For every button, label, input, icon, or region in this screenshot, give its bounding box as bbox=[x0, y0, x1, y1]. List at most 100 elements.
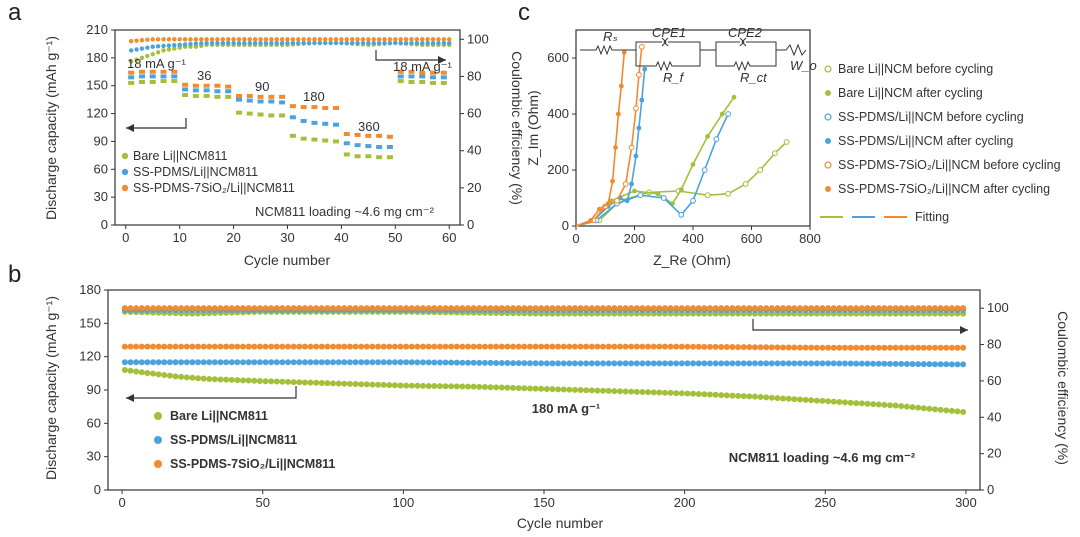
capacity-point-pdms bbox=[257, 99, 264, 104]
circuit-label-wo: W_o bbox=[790, 58, 817, 73]
ce-point-sio2 bbox=[150, 305, 157, 312]
capacity-point-bare bbox=[235, 110, 242, 115]
ce-point-sio2 bbox=[875, 305, 882, 312]
capacity-point-bare bbox=[943, 407, 950, 414]
capacity-point-pdms bbox=[223, 359, 230, 366]
circuit-wo-element bbox=[776, 43, 807, 57]
capacity-point-pdms bbox=[639, 360, 646, 367]
capacity-point-bare bbox=[182, 93, 189, 97]
capacity-point-bare bbox=[954, 408, 961, 415]
capacity-point-sio2 bbox=[768, 344, 775, 351]
capacity-point-sio2 bbox=[268, 94, 275, 99]
y-tick-label: 210 bbox=[86, 22, 108, 37]
legend-b-bare-label: Bare Li||NCM811 bbox=[170, 409, 268, 423]
capacity-point-bare bbox=[246, 111, 253, 116]
capacity-point-pdms bbox=[735, 360, 742, 367]
panel-a-xlabel: Cycle number bbox=[244, 252, 331, 268]
ce-point-pdms bbox=[285, 40, 290, 46]
ce-point-sio2 bbox=[836, 305, 843, 312]
capacity-point-sio2 bbox=[718, 343, 725, 350]
capacity-point-sio2 bbox=[746, 344, 753, 351]
y-tick-label: 120 bbox=[79, 349, 101, 364]
capacity-point-bare bbox=[431, 383, 438, 390]
ce-point-sio2 bbox=[317, 37, 323, 42]
capacity-point-pdms bbox=[611, 360, 618, 367]
capacity-point-bare bbox=[257, 112, 264, 117]
ce-point-sio2 bbox=[301, 37, 306, 42]
capacity-point-pdms bbox=[723, 360, 730, 367]
capacity-point-sio2 bbox=[571, 343, 578, 350]
capacity-point-bare bbox=[420, 382, 427, 389]
capacity-point-bare bbox=[690, 390, 697, 397]
capacity-point-sio2 bbox=[273, 343, 280, 350]
ce-point-sio2 bbox=[256, 305, 263, 312]
x-tick-label: 50 bbox=[388, 230, 402, 245]
capacity-point-bare bbox=[515, 385, 522, 392]
capacity-point-bare bbox=[723, 392, 730, 399]
capacity-point-sio2 bbox=[225, 84, 232, 89]
capacity-point-pdms bbox=[661, 360, 668, 367]
capacity-point-pdms bbox=[138, 359, 145, 366]
ce-point-pdms bbox=[134, 47, 139, 52]
panel-label-c: c bbox=[518, 0, 530, 26]
capacity-point-pdms bbox=[678, 360, 685, 367]
capacity-point-pdms bbox=[386, 359, 393, 366]
panel-a-rate-label-4: 180 bbox=[303, 89, 325, 104]
capacity-point-pdms bbox=[335, 359, 342, 366]
panel-c-xlabel: Z_Re (Ohm) bbox=[653, 252, 731, 268]
capacity-point-sio2 bbox=[171, 69, 178, 74]
capacity-point-bare bbox=[346, 380, 353, 387]
eis-point-bare bbox=[731, 94, 737, 100]
ce-point-sio2 bbox=[948, 305, 955, 312]
capacity-point-bare bbox=[746, 393, 753, 400]
capacity-point-bare bbox=[920, 405, 927, 412]
ce-point-sio2 bbox=[252, 37, 258, 42]
capacity-point-pdms bbox=[408, 74, 415, 79]
panel-a-ticks: 0 10 20 30 40 50 60 0 30 60 90 120 150 180 210 0 20 40 60 8… bbox=[86, 22, 488, 245]
capacity-point-pdms bbox=[926, 361, 933, 368]
capacity-point-bare bbox=[898, 403, 905, 410]
capacity-point-pdms bbox=[369, 359, 376, 366]
capacity-point-bare bbox=[706, 391, 713, 398]
ce-point-sio2 bbox=[344, 37, 349, 42]
capacity-point-sio2 bbox=[729, 344, 736, 351]
capacity-point-pdms bbox=[128, 75, 135, 80]
capacity-point-bare bbox=[808, 397, 815, 404]
ce-point-pdms bbox=[447, 40, 452, 46]
capacity-point-pdms bbox=[403, 359, 410, 366]
capacity-point-pdms bbox=[442, 359, 449, 366]
ce-point-sio2 bbox=[909, 305, 916, 312]
panel-c-frame bbox=[575, 29, 811, 227]
capacity-point-pdms bbox=[195, 359, 202, 366]
capacity-point-pdms bbox=[440, 75, 447, 80]
capacity-point-sio2 bbox=[448, 343, 455, 350]
capacity-point-sio2 bbox=[813, 344, 820, 351]
capacity-point-pdms bbox=[886, 360, 893, 367]
ce-point-sio2 bbox=[504, 305, 511, 312]
capacity-point-pdms bbox=[189, 359, 196, 366]
capacity-point-bare bbox=[960, 408, 967, 415]
ce-point-sio2 bbox=[391, 305, 398, 312]
capacity-point-pdms bbox=[943, 361, 950, 368]
y-tick-label: 30 bbox=[94, 189, 108, 204]
capacity-point-bare bbox=[369, 381, 376, 388]
capacity-point-pdms bbox=[354, 143, 361, 148]
capacity-point-pdms bbox=[200, 359, 207, 366]
capacity-point-bare bbox=[128, 80, 135, 85]
capacity-point-pdms bbox=[343, 141, 350, 146]
capacity-point-bare bbox=[296, 379, 303, 386]
ce-point-sio2 bbox=[858, 305, 865, 312]
ce-point-sio2 bbox=[898, 305, 905, 312]
capacity-point-bare bbox=[203, 93, 210, 98]
capacity-point-pdms bbox=[144, 359, 151, 366]
capacity-point-pdms bbox=[830, 360, 837, 367]
ce-point-sio2 bbox=[549, 305, 556, 312]
capacity-point-pdms bbox=[365, 144, 372, 149]
capacity-point-pdms bbox=[701, 360, 708, 367]
ce-point-pdms bbox=[166, 43, 172, 48]
y-tick-label: 0 bbox=[94, 482, 101, 497]
panel-a-marks bbox=[128, 37, 452, 160]
capacity-point-pdms bbox=[909, 361, 916, 368]
capacity-point-bare bbox=[763, 394, 770, 401]
capacity-point-bare bbox=[322, 138, 329, 143]
